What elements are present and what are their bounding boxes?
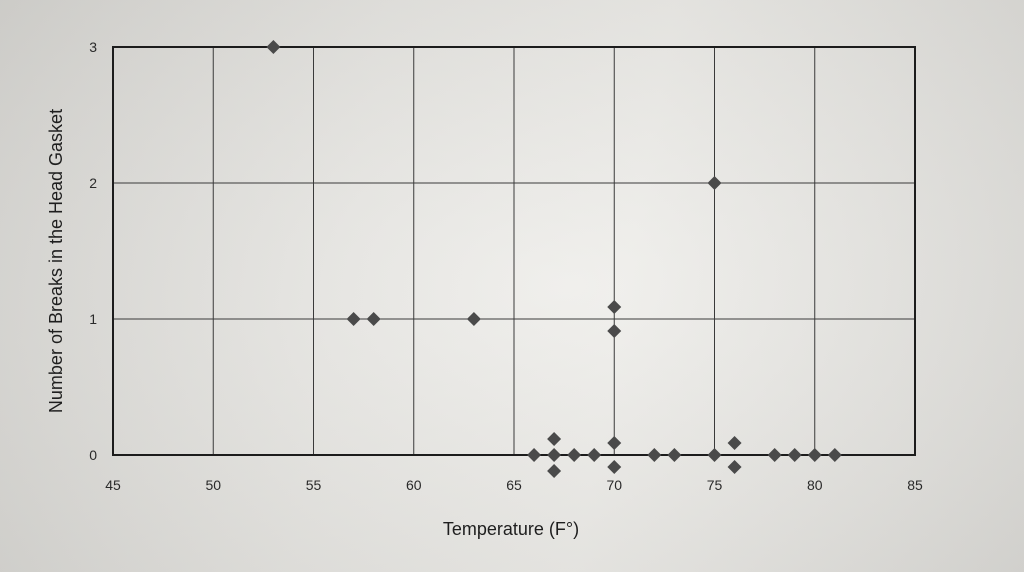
data-point [767,448,782,462]
data-point [547,464,562,478]
y-tick-label: 0 [89,447,97,463]
data-point [647,448,662,462]
data-point [527,448,542,462]
x-tick-label: 45 [105,477,121,493]
x-tick-label: 55 [306,477,322,493]
data-point [607,300,622,314]
data-point [547,448,562,462]
data-point [667,448,682,462]
x-tick-label: 60 [406,477,422,493]
y-axis-title: Number of Breaks in the Head Gasket [46,109,66,413]
y-tick-labels: 0 1 2 3 [89,39,97,463]
data-point [587,448,602,462]
x-tick-labels: 45 50 55 60 65 70 75 80 85 [105,477,923,493]
x-tick-label: 70 [606,477,622,493]
data-point [607,436,622,450]
x-tick-label: 65 [506,477,522,493]
data-point [727,436,742,450]
y-tick-label: 1 [89,311,97,327]
x-tick-label: 75 [707,477,723,493]
x-tick-label: 50 [205,477,221,493]
plot-frame [112,46,916,456]
data-point [346,312,361,326]
data-point [547,432,562,446]
data-point [607,324,622,338]
y-tick-label: 2 [89,175,97,191]
data-points [266,40,842,478]
x-tick-label: 85 [907,477,923,493]
data-point [607,460,622,474]
data-point [567,448,582,462]
data-point [266,40,281,54]
data-point [707,176,722,190]
x-tick-label: 80 [807,477,823,493]
data-point [466,312,481,326]
data-point [827,448,842,462]
data-point [727,460,742,474]
data-point [366,312,381,326]
y-tick-label: 3 [89,39,97,55]
data-point [807,448,822,462]
x-axis-title: Temperature (F°) [443,519,579,539]
data-point [787,448,802,462]
data-point [707,448,722,462]
grid-lines [112,46,916,456]
